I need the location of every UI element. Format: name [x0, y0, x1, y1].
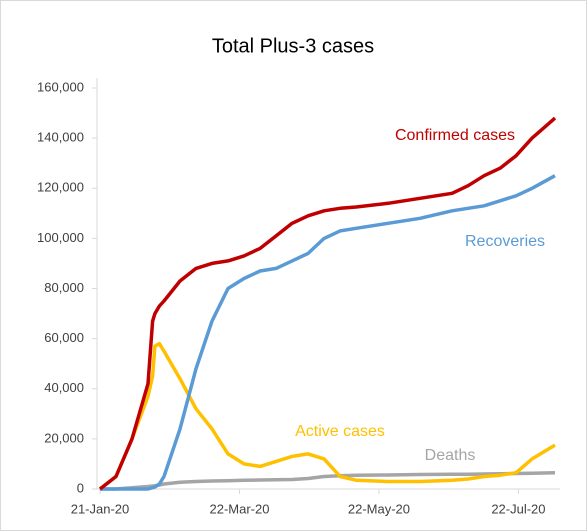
chart-title: Total Plus-3 cases — [212, 35, 374, 57]
series-label: Active cases — [295, 423, 385, 440]
x-tick-label: 22-Mar-20 — [209, 501, 269, 516]
x-tick-label: 21-Jan-20 — [71, 501, 130, 516]
y-tick-label: 0 — [77, 480, 84, 495]
y-tick-label: 20,000 — [44, 430, 84, 445]
x-tick-label: 22-Jul-20 — [491, 501, 545, 516]
series-label: Recoveries — [465, 233, 545, 250]
y-tick-label: 80,000 — [44, 280, 84, 295]
series-line — [98, 116, 557, 491]
y-tick-label: 140,000 — [37, 130, 84, 145]
series-label: Confirmed cases — [395, 127, 515, 144]
y-tick-label: 100,000 — [37, 230, 84, 245]
y-tick-label: 60,000 — [44, 330, 84, 345]
series-line — [98, 341, 556, 491]
series-line — [100, 174, 556, 491]
y-tick-label: 40,000 — [44, 380, 84, 395]
y-tick-label: 120,000 — [37, 180, 84, 195]
x-tick-label: 22-May-20 — [348, 501, 410, 516]
y-tick-label: 160,000 — [37, 79, 84, 94]
series-label: Deaths — [425, 447, 476, 464]
